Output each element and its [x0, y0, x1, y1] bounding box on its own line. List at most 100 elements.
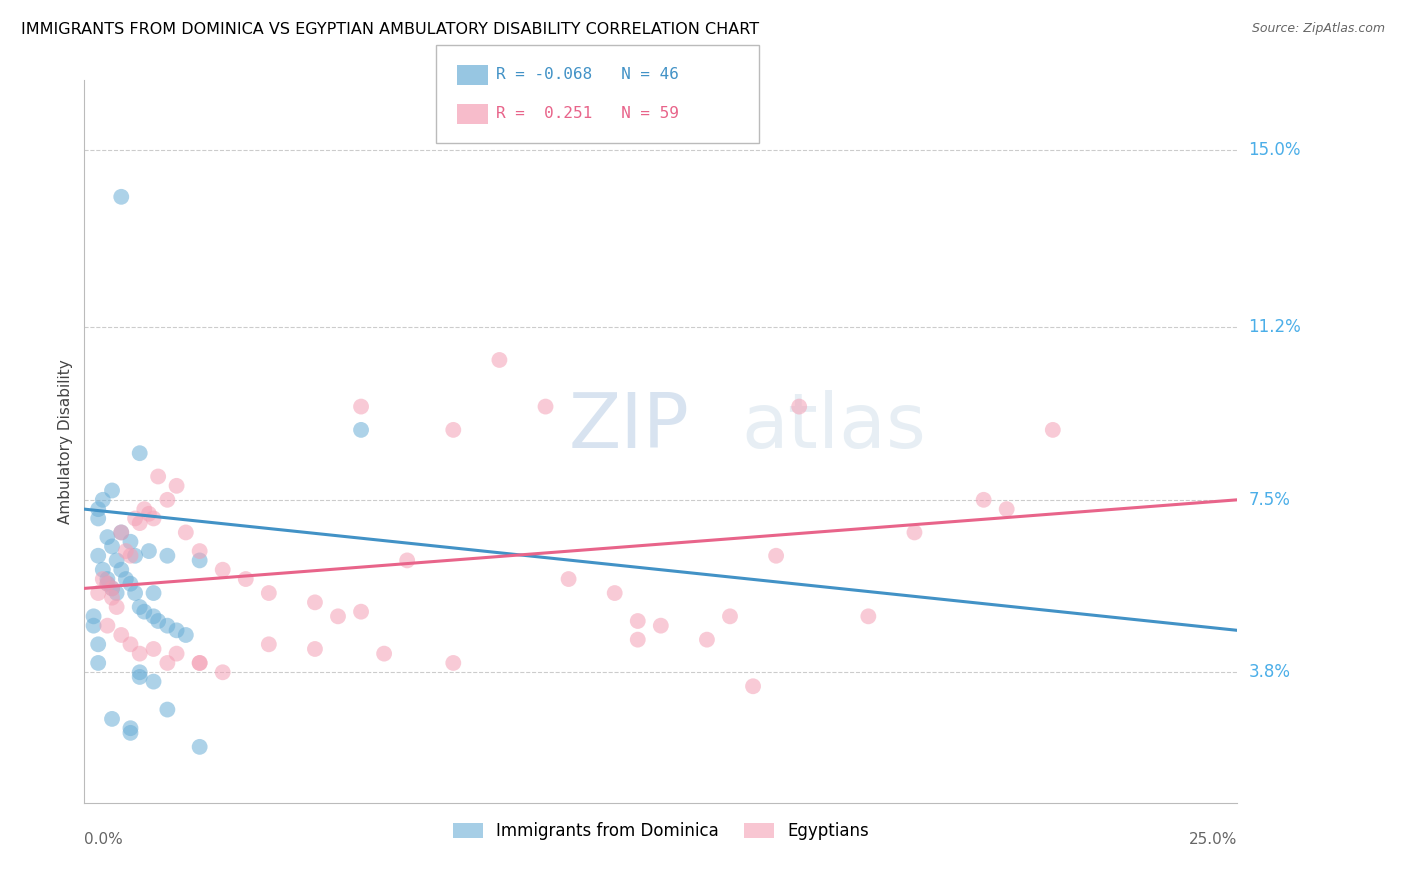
Point	[124, 586, 146, 600]
Point	[174, 628, 197, 642]
Point	[96, 530, 118, 544]
Point	[304, 642, 326, 657]
Point	[138, 507, 160, 521]
Text: atlas: atlas	[741, 390, 927, 464]
Point	[441, 423, 464, 437]
Point	[96, 576, 118, 591]
Point	[373, 647, 395, 661]
Point	[110, 525, 132, 540]
Point	[120, 721, 142, 735]
Point	[101, 712, 124, 726]
Point	[765, 549, 787, 563]
Text: 7.5%: 7.5%	[1249, 491, 1291, 508]
Point	[858, 609, 880, 624]
Point	[110, 628, 132, 642]
Point	[534, 400, 557, 414]
Point	[87, 637, 110, 651]
Point	[142, 642, 165, 657]
Point	[557, 572, 579, 586]
Point	[96, 618, 118, 632]
Point	[142, 586, 165, 600]
Point	[146, 614, 169, 628]
Point	[188, 544, 211, 558]
Point	[1042, 423, 1064, 437]
Point	[83, 618, 105, 632]
Point	[87, 502, 110, 516]
Point	[995, 502, 1018, 516]
Text: 11.2%: 11.2%	[1249, 318, 1301, 336]
Point	[138, 544, 160, 558]
Point	[188, 656, 211, 670]
Text: IMMIGRANTS FROM DOMINICA VS EGYPTIAN AMBULATORY DISABILITY CORRELATION CHART: IMMIGRANTS FROM DOMINICA VS EGYPTIAN AMB…	[21, 22, 759, 37]
Point	[488, 353, 510, 368]
Text: ZIP: ZIP	[568, 390, 689, 464]
Point	[441, 656, 464, 670]
Point	[142, 674, 165, 689]
Point	[174, 525, 197, 540]
Point	[120, 726, 142, 740]
Point	[87, 586, 110, 600]
Point	[128, 446, 150, 460]
Point	[166, 647, 188, 661]
Text: R =  0.251   N = 59: R = 0.251 N = 59	[496, 106, 679, 120]
Point	[105, 600, 128, 615]
Point	[650, 618, 672, 632]
Point	[124, 549, 146, 563]
Text: 3.8%: 3.8%	[1249, 664, 1291, 681]
Point	[973, 492, 995, 507]
Point	[304, 595, 326, 609]
Point	[188, 656, 211, 670]
Point	[211, 563, 233, 577]
Text: Source: ZipAtlas.com: Source: ZipAtlas.com	[1251, 22, 1385, 36]
Point	[350, 605, 373, 619]
Point	[101, 582, 124, 596]
Point	[146, 469, 169, 483]
Point	[110, 525, 132, 540]
Point	[166, 624, 188, 638]
Point	[188, 553, 211, 567]
Point	[96, 576, 118, 591]
Point	[128, 647, 150, 661]
Point	[87, 656, 110, 670]
Text: 15.0%: 15.0%	[1249, 141, 1301, 159]
Point	[696, 632, 718, 647]
Point	[211, 665, 233, 680]
Point	[156, 656, 179, 670]
Point	[350, 423, 373, 437]
Point	[101, 591, 124, 605]
Point	[156, 618, 179, 632]
Point	[101, 483, 124, 498]
Point	[718, 609, 741, 624]
Point	[91, 563, 114, 577]
Point	[166, 479, 188, 493]
Point	[105, 586, 128, 600]
Point	[120, 637, 142, 651]
Y-axis label: Ambulatory Disability: Ambulatory Disability	[58, 359, 73, 524]
Point	[396, 553, 419, 567]
Point	[87, 549, 110, 563]
Point	[142, 511, 165, 525]
Point	[742, 679, 765, 693]
Point	[326, 609, 349, 624]
Point	[96, 572, 118, 586]
Point	[128, 600, 150, 615]
Point	[120, 534, 142, 549]
Point	[603, 586, 626, 600]
Point	[257, 637, 280, 651]
Text: 0.0%: 0.0%	[84, 831, 124, 847]
Point	[350, 400, 373, 414]
Point	[128, 516, 150, 530]
Legend: Immigrants from Dominica, Egyptians: Immigrants from Dominica, Egyptians	[444, 814, 877, 848]
Point	[115, 544, 138, 558]
Text: R = -0.068   N = 46: R = -0.068 N = 46	[496, 67, 679, 81]
Point	[903, 525, 925, 540]
Point	[627, 632, 650, 647]
Point	[188, 739, 211, 754]
Point	[91, 492, 114, 507]
Point	[83, 609, 105, 624]
Point	[134, 502, 156, 516]
Point	[87, 511, 110, 525]
Point	[235, 572, 257, 586]
Point	[787, 400, 810, 414]
Point	[128, 665, 150, 680]
